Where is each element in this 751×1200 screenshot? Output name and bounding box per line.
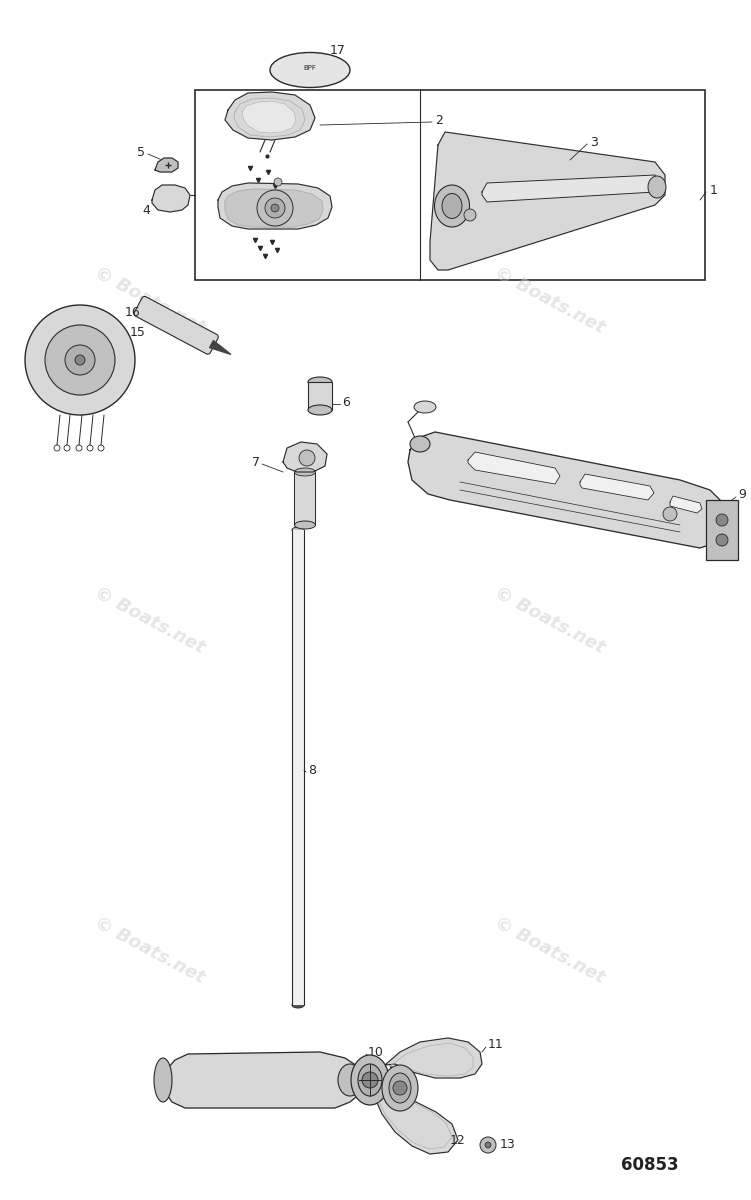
Circle shape [362, 1072, 378, 1088]
Ellipse shape [648, 176, 666, 198]
Polygon shape [283, 442, 327, 472]
Text: 10: 10 [368, 1045, 384, 1058]
Text: 16: 16 [125, 306, 140, 318]
Circle shape [76, 445, 82, 451]
Polygon shape [375, 1094, 458, 1154]
Circle shape [663, 506, 677, 521]
Polygon shape [242, 101, 296, 133]
Circle shape [274, 178, 282, 186]
Text: 12: 12 [450, 1134, 466, 1146]
Ellipse shape [382, 1066, 418, 1111]
Circle shape [87, 445, 93, 451]
Circle shape [54, 445, 60, 451]
Ellipse shape [270, 53, 350, 88]
Polygon shape [408, 432, 728, 548]
Text: © Boats.net: © Boats.net [92, 913, 208, 986]
Polygon shape [210, 341, 231, 354]
Ellipse shape [414, 401, 436, 413]
Bar [308, 382, 332, 410]
Circle shape [480, 1138, 496, 1153]
Text: © Boats.net: © Boats.net [92, 583, 208, 656]
Bar [292, 530, 304, 1006]
Text: 15: 15 [130, 325, 146, 338]
Bar [195, 90, 705, 280]
Polygon shape [155, 158, 178, 172]
Circle shape [393, 1081, 407, 1094]
FancyBboxPatch shape [134, 296, 219, 354]
Text: 13: 13 [500, 1139, 516, 1152]
Text: © Boats.net: © Boats.net [492, 583, 608, 656]
Text: © Boats.net: © Boats.net [492, 913, 608, 986]
Text: 5: 5 [137, 145, 145, 158]
Polygon shape [468, 452, 560, 484]
Polygon shape [670, 496, 702, 514]
Text: 9: 9 [738, 488, 746, 502]
Polygon shape [218, 182, 332, 229]
Circle shape [716, 514, 728, 526]
Circle shape [25, 305, 135, 415]
Text: © Boats.net: © Boats.net [492, 263, 608, 337]
Ellipse shape [292, 1002, 304, 1008]
Circle shape [45, 325, 115, 395]
Circle shape [98, 445, 104, 451]
Text: 2: 2 [435, 114, 443, 126]
Circle shape [271, 204, 279, 212]
Text: BPF: BPF [303, 65, 316, 71]
Text: 3: 3 [590, 136, 598, 149]
Ellipse shape [389, 1073, 411, 1103]
Ellipse shape [351, 1055, 389, 1105]
Polygon shape [385, 1038, 482, 1078]
Ellipse shape [338, 1064, 362, 1096]
Ellipse shape [410, 436, 430, 452]
Circle shape [75, 355, 85, 365]
Polygon shape [294, 472, 315, 526]
Ellipse shape [435, 185, 469, 227]
Ellipse shape [308, 377, 332, 386]
Text: 11: 11 [488, 1038, 504, 1051]
Polygon shape [580, 474, 654, 500]
Ellipse shape [294, 521, 315, 529]
Polygon shape [225, 188, 323, 227]
Polygon shape [482, 175, 660, 202]
Text: 7: 7 [252, 456, 260, 468]
Circle shape [716, 534, 728, 546]
Bar [706, 500, 738, 560]
Text: 17: 17 [330, 43, 346, 56]
Text: © Boats.net: © Boats.net [92, 263, 208, 337]
Polygon shape [152, 185, 190, 212]
Ellipse shape [358, 1064, 382, 1096]
Ellipse shape [292, 527, 304, 533]
Ellipse shape [308, 404, 332, 415]
Text: 14: 14 [398, 1051, 414, 1064]
Text: 4: 4 [142, 204, 150, 216]
Polygon shape [225, 92, 315, 140]
Text: 1: 1 [710, 184, 718, 197]
Circle shape [265, 198, 285, 218]
Ellipse shape [442, 193, 462, 218]
Circle shape [257, 190, 293, 226]
Circle shape [299, 450, 315, 466]
Circle shape [65, 346, 95, 374]
Circle shape [485, 1142, 491, 1148]
Text: 8: 8 [308, 763, 316, 776]
Ellipse shape [154, 1058, 172, 1102]
Ellipse shape [294, 468, 315, 476]
Circle shape [464, 209, 476, 221]
Polygon shape [165, 1052, 365, 1108]
Text: 6: 6 [342, 396, 350, 408]
Polygon shape [430, 132, 665, 270]
Circle shape [64, 445, 70, 451]
Text: 60853: 60853 [621, 1156, 679, 1174]
